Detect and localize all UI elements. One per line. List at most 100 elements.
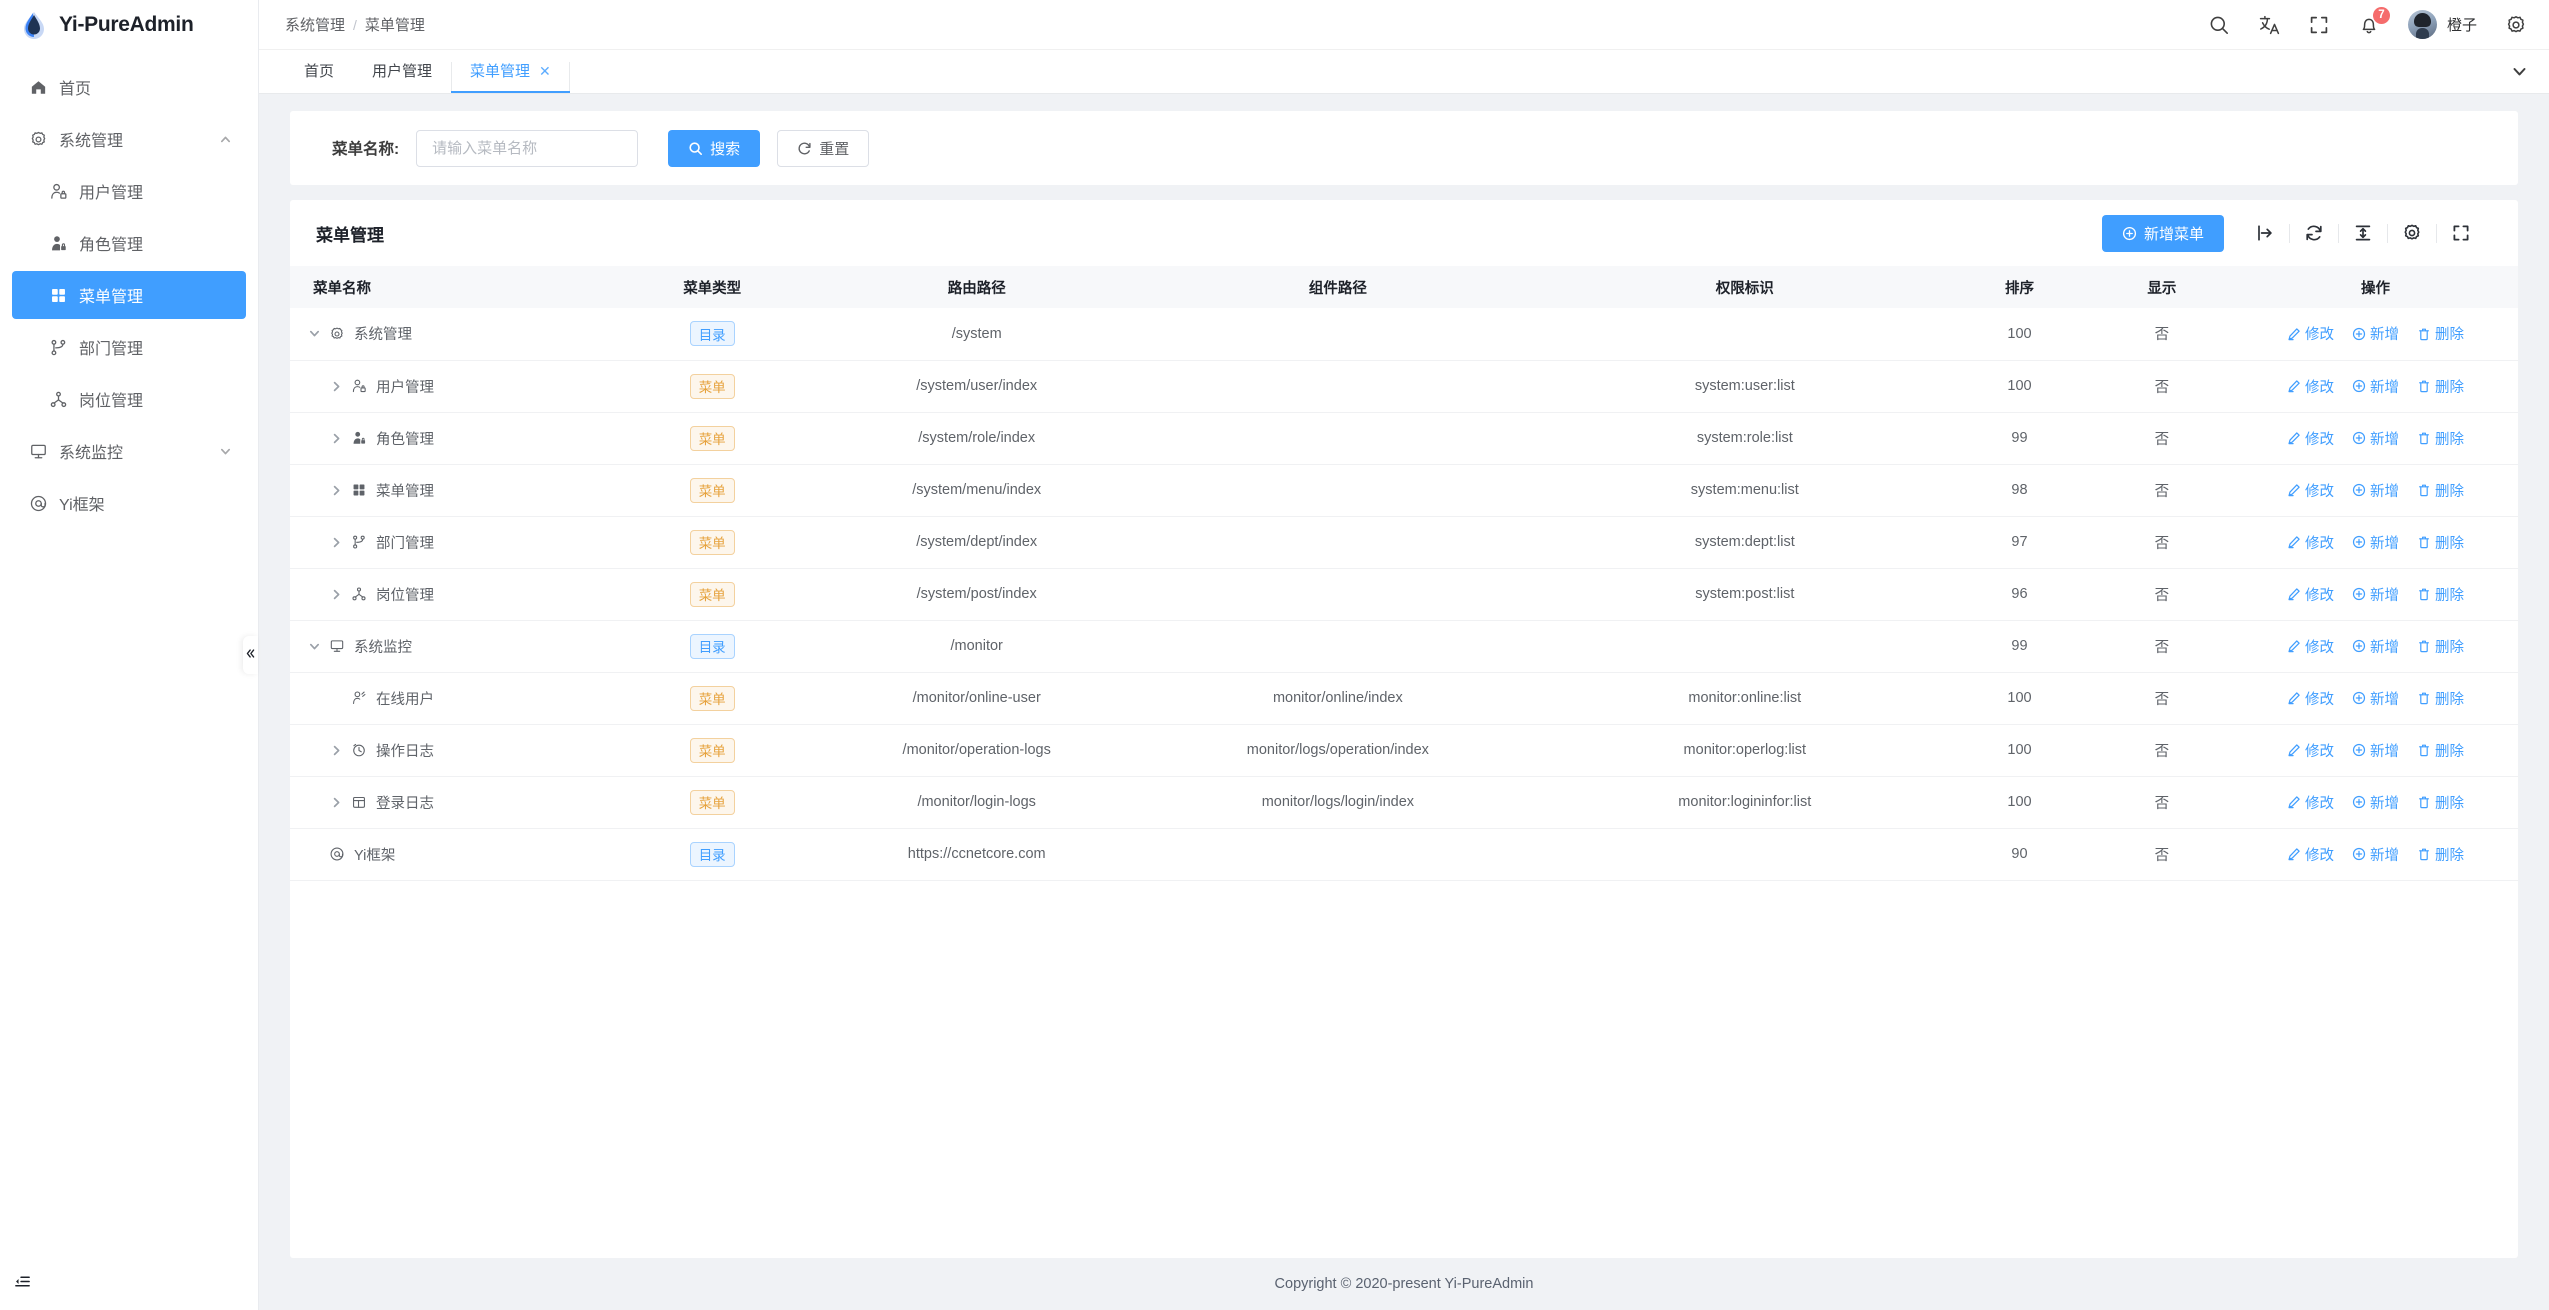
reset-button[interactable]: 重置 [777, 129, 870, 167]
sidebar-item-6[interactable]: 岗位管理 [12, 375, 246, 423]
breadcrumb-item-0[interactable]: 系统管理 [285, 17, 346, 34]
row-edit-button[interactable]: 修改 [2287, 323, 2334, 344]
row-delete-button[interactable]: 删除 [2417, 636, 2464, 657]
table-row[interactable]: 菜单管理 菜单/system/menu/index system:menu:list… [290, 464, 2518, 517]
tab-close-icon[interactable]: ✕ [539, 62, 551, 79]
sidebar-item-2[interactable]: 用户管理 [12, 167, 246, 215]
table-row[interactable]: 部门管理 菜单/system/dept/index system:dept:list… [290, 516, 2518, 569]
chevron-down-icon[interactable] [2510, 62, 2529, 81]
tree-expand-closed-icon[interactable] [324, 790, 348, 814]
row-delete-button[interactable]: 删除 [2417, 740, 2464, 761]
row-delete-button[interactable]: 删除 [2417, 844, 2464, 865]
sidebar-item-4[interactable]: 菜单管理 [12, 271, 246, 319]
settings-gear-icon[interactable] [2401, 222, 2423, 244]
table-row[interactable]: 操作日志 菜单/monitor/operation-logs monitor/log… [290, 724, 2518, 777]
tree-expand-open-icon[interactable] [302, 322, 326, 346]
cell-component [1134, 516, 1542, 569]
trash-icon [2417, 483, 2431, 497]
row-edit-button[interactable]: 修改 [2287, 428, 2334, 449]
row-edit-button[interactable]: 修改 [2287, 740, 2334, 761]
sidebar-item-3[interactable]: 角色管理 [12, 219, 246, 267]
search-button[interactable]: 搜索 [668, 129, 761, 167]
sidebar-item-7[interactable]: 系统监控 [12, 427, 246, 475]
tree-expand-closed-icon[interactable] [324, 478, 348, 502]
row-delete-button[interactable]: 删除 [2417, 480, 2464, 501]
sidebar-item-5[interactable]: 部门管理 [12, 323, 246, 371]
row-add-button[interactable]: 新增 [2352, 532, 2399, 553]
breadcrumb-item-1[interactable]: 菜单管理 [364, 17, 425, 34]
row-edit-button[interactable]: 修改 [2287, 480, 2334, 501]
row-edit-button[interactable]: 修改 [2287, 584, 2334, 605]
table-row[interactable]: 登录日志 菜单/monitor/login-logs monitor/logs/lo… [290, 776, 2518, 829]
row-add-button[interactable]: 新增 [2352, 636, 2399, 657]
menu-type-tag: 菜单 [689, 425, 735, 451]
row-delete-button[interactable]: 删除 [2417, 428, 2464, 449]
user-role-icon [348, 428, 369, 449]
row-add-button[interactable]: 新增 [2352, 844, 2399, 865]
cell-permission [1541, 620, 1949, 673]
row-delete-button[interactable]: 删除 [2417, 584, 2464, 605]
sidebar-item-1[interactable]: 系统管理 [12, 115, 246, 163]
row-add-button[interactable]: 新增 [2352, 428, 2399, 449]
tab-item-2[interactable]: 菜单管理 ✕ [451, 50, 570, 93]
row-edit-button[interactable]: 修改 [2287, 636, 2334, 657]
row-edit-button[interactable]: 修改 [2287, 532, 2334, 553]
tree-expand-closed-icon[interactable] [324, 374, 348, 398]
plus-circle-icon [2122, 226, 2137, 241]
cell-operations: 修改 新增 删除 [2233, 360, 2518, 413]
row-edit-button[interactable]: 修改 [2287, 792, 2334, 813]
row-add-button[interactable]: 新增 [2352, 740, 2399, 761]
menu-indent-icon[interactable] [14, 1273, 31, 1295]
row-edit-button[interactable]: 修改 [2287, 376, 2334, 397]
expand-collapse-icon[interactable] [2254, 222, 2276, 244]
search-input[interactable] [416, 129, 639, 167]
row-add-button[interactable]: 新增 [2352, 688, 2399, 709]
bell-icon[interactable]: 7 [2358, 5, 2391, 36]
brand[interactable]: Yi-PureAdmin [0, 0, 258, 50]
add-menu-button[interactable]: 新增菜单 [2101, 214, 2224, 252]
row-add-button[interactable]: 新增 [2352, 323, 2399, 344]
row-delete-button[interactable]: 删除 [2417, 532, 2464, 553]
tree-expand-closed-icon[interactable] [324, 738, 348, 762]
fullscreen-icon[interactable] [2450, 222, 2472, 244]
refresh-icon[interactable] [2303, 222, 2325, 244]
row-add-button[interactable]: 新增 [2352, 480, 2399, 501]
row-edit-button[interactable]: 修改 [2287, 688, 2334, 709]
gear-icon[interactable] [2505, 14, 2527, 36]
tab-item-0[interactable]: 首页 [285, 50, 353, 93]
row-name-label: 在线用户 [376, 691, 434, 708]
monitor-icon [326, 636, 347, 657]
cell-operations: 修改 新增 删除 [2233, 620, 2518, 673]
table-row[interactable]: 角色管理 菜单/system/role/index system:role:list… [290, 412, 2518, 465]
cell-component [1134, 464, 1542, 517]
row-edit-button[interactable]: 修改 [2287, 844, 2334, 865]
table-row[interactable]: 用户管理 菜单/system/user/index system:user:list… [290, 360, 2518, 413]
table-row[interactable]: 系统监控 目录/monitor 99 否 修改 新增 删除 [290, 620, 2518, 673]
row-delete-button[interactable]: 删除 [2417, 688, 2464, 709]
sidebar-item-8[interactable]: Yi框架 [12, 479, 246, 527]
tree-expand-closed-icon[interactable] [324, 530, 348, 554]
user-menu[interactable]: 橙子 [2407, 10, 2477, 39]
translate-icon[interactable] [2258, 14, 2280, 36]
fullscreen-icon[interactable] [2308, 14, 2330, 36]
table-row[interactable]: 岗位管理 菜单/system/post/index system:post:list… [290, 568, 2518, 621]
row-add-button[interactable]: 新增 [2352, 376, 2399, 397]
density-icon[interactable] [2352, 222, 2374, 244]
table-row[interactable]: 在线用户 菜单/monitor/online-user monitor/online… [290, 672, 2518, 725]
search-icon[interactable] [2208, 14, 2230, 36]
sidebar-collapse-tab[interactable] [243, 636, 258, 674]
row-add-label: 新增 [2370, 379, 2400, 396]
row-delete-button[interactable]: 删除 [2417, 376, 2464, 397]
row-delete-button[interactable]: 删除 [2417, 323, 2464, 344]
tree-expand-open-icon[interactable] [302, 634, 326, 658]
sidebar-item-0[interactable]: 首页 [12, 63, 246, 111]
tab-item-1[interactable]: 用户管理 [353, 50, 451, 93]
row-add-button[interactable]: 新增 [2352, 792, 2399, 813]
row-delete-button[interactable]: 删除 [2417, 792, 2464, 813]
table-row[interactable]: Yi框架 目录 https://ccnetcore.com 90 否 修改 新增 删除 [290, 828, 2518, 881]
tree-expand-closed-icon[interactable] [324, 426, 348, 450]
table-row[interactable]: 系统管理 目录/system 100 否 修改 新增 删除 [290, 308, 2518, 361]
table-scroll[interactable]: 菜单名称 菜单类型 路由路径 组件路径 权限标识 排序 显示 操作 系统管理 目录/system… [290, 266, 2518, 1258]
row-add-button[interactable]: 新增 [2352, 584, 2399, 605]
tree-expand-closed-icon[interactable] [324, 582, 348, 606]
